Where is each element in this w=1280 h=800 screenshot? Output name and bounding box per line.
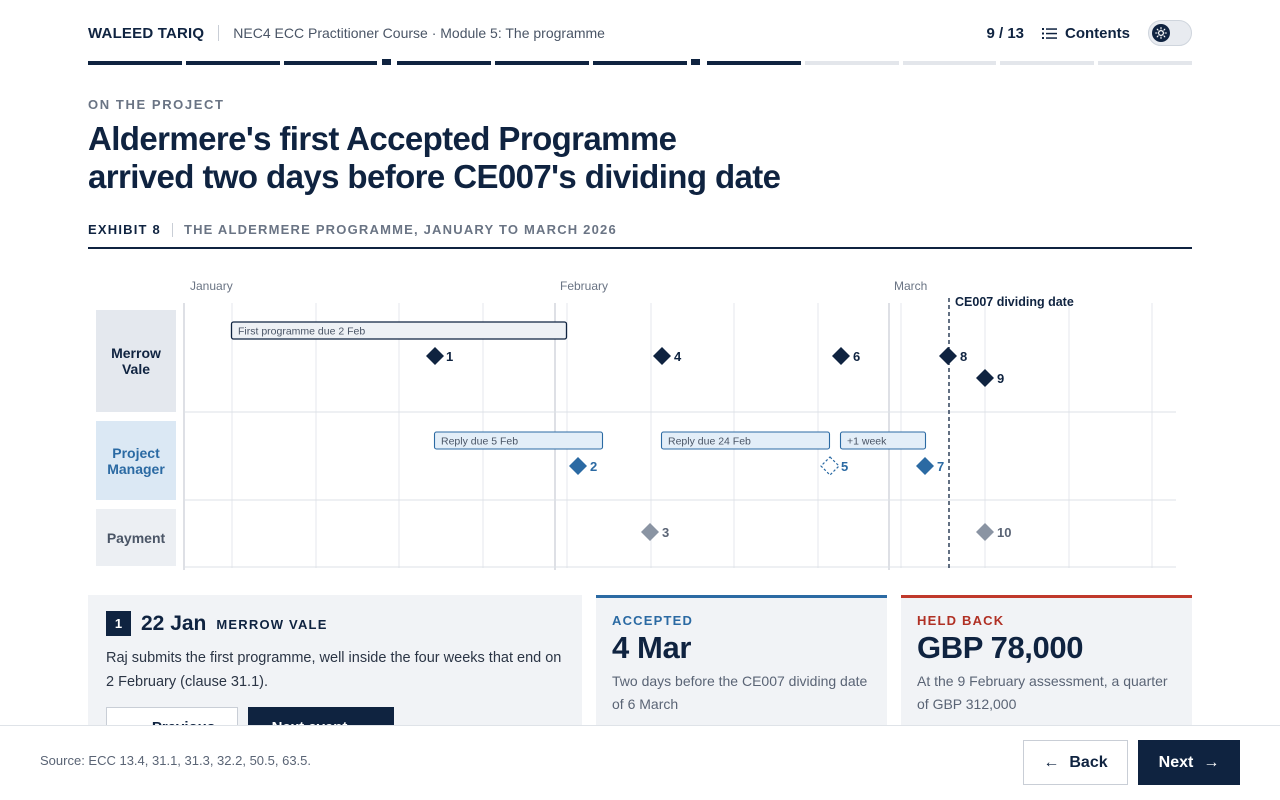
held-back-value: GBP 78,000 bbox=[917, 630, 1084, 665]
header-actions: 9 / 13 Contents bbox=[986, 20, 1192, 46]
svg-text:3: 3 bbox=[662, 525, 669, 540]
progress-checkpoint bbox=[691, 59, 700, 65]
progress-segment[interactable] bbox=[284, 61, 377, 65]
progress-segment[interactable] bbox=[903, 61, 996, 65]
event-number-badge: 1 bbox=[106, 611, 131, 636]
bar-label: Reply due 24 Feb bbox=[668, 436, 751, 448]
brand-name: WALEED TARIQ bbox=[88, 24, 205, 42]
contents-button[interactable]: Contents bbox=[1042, 25, 1130, 42]
event-header: 1 22 Jan MERROW VALE bbox=[106, 611, 564, 636]
progress-segment[interactable] bbox=[1098, 61, 1192, 65]
event-marker-3[interactable]: 3 bbox=[641, 523, 669, 541]
event-marker-5[interactable]: 5 bbox=[820, 456, 848, 476]
source-note: Source: ECC 13.4, 31.1, 31.3, 32.2, 50.5… bbox=[40, 753, 312, 768]
progress-segment[interactable] bbox=[495, 61, 589, 65]
svg-text:2: 2 bbox=[590, 459, 597, 474]
next-button[interactable]: Next → bbox=[1138, 740, 1240, 785]
course-breadcrumb: NEC4 ECC Practitioner Course · Module 5:… bbox=[233, 25, 605, 41]
svg-text:10: 10 bbox=[997, 525, 1011, 540]
page-counter: 9 / 13 bbox=[986, 24, 1024, 42]
progress-segment[interactable] bbox=[186, 61, 280, 65]
accepted-value: 4 Mar bbox=[612, 630, 691, 665]
progress-segment[interactable] bbox=[397, 61, 491, 65]
module-progress-bar bbox=[88, 59, 1192, 66]
month-label-march: March bbox=[894, 279, 927, 293]
back-button[interactable]: ← Back bbox=[1023, 740, 1128, 785]
month-label-january: January bbox=[190, 279, 233, 293]
bar-reply-due-24-feb[interactable]: Reply due 24 Feb bbox=[660, 431, 831, 450]
bar-plus-one-week[interactable]: +1 week bbox=[839, 431, 927, 450]
event-marker-6[interactable]: 6 bbox=[832, 347, 860, 365]
progress-segment[interactable] bbox=[593, 61, 687, 65]
event-marker-1[interactable]: 1 bbox=[426, 347, 453, 365]
progress-checkpoint bbox=[382, 59, 391, 65]
page-title-line1: Aldermere's first Accepted Programme bbox=[88, 120, 677, 157]
event-marker-7[interactable]: 7 bbox=[916, 457, 944, 475]
event-party: MERROW VALE bbox=[216, 617, 328, 632]
svg-text:4: 4 bbox=[674, 349, 682, 364]
exhibit-divider bbox=[171, 222, 173, 237]
accepted-text: Two days before the CE007 dividing date … bbox=[612, 673, 868, 712]
event-marker-10[interactable]: 10 bbox=[976, 523, 1011, 541]
event-date: 22 Jan bbox=[141, 611, 207, 635]
exhibit-header: EXHIBIT 8 THE ALDERMERE PROGRAMME, JANUA… bbox=[88, 222, 617, 237]
month-label-february: February bbox=[560, 279, 608, 293]
held-back-label: HELD BACK bbox=[917, 613, 1005, 628]
footer-bar: Source: ECC 13.4, 31.1, 31.3, 32.2, 50.5… bbox=[0, 725, 1280, 800]
held-back-text: At the 9 February assessment, a quarter … bbox=[917, 673, 1168, 712]
bar-label: Reply due 5 Feb bbox=[441, 436, 518, 448]
back-label: Back bbox=[1069, 753, 1108, 771]
next-label: Next bbox=[1158, 753, 1194, 771]
exhibit-caption: THE ALDERMERE PROGRAMME, JANUARY TO MARC… bbox=[183, 222, 617, 237]
svg-text:7: 7 bbox=[937, 459, 944, 474]
page-title-line2: arrived two days before CE007's dividing… bbox=[88, 158, 781, 195]
section-eyebrow: ON THE PROJECT bbox=[88, 97, 225, 112]
arrow-left-icon: ← bbox=[1043, 753, 1060, 771]
event-marker-9[interactable]: 9 bbox=[976, 369, 1004, 387]
lane-label-merrow-vale: Merrow Vale bbox=[96, 310, 176, 412]
accepted-stat-card: ACCEPTED 4 Mar Two days before the CE007… bbox=[596, 595, 887, 730]
top-header: WALEED TARIQ NEC4 ECC Practitioner Cours… bbox=[88, 18, 1192, 48]
progress-segment[interactable] bbox=[707, 61, 801, 65]
header-divider bbox=[218, 25, 220, 41]
lane-label-project-manager: Project Manager bbox=[96, 421, 176, 500]
accepted-label: ACCEPTED bbox=[612, 613, 694, 628]
bar-reply-due-5-feb[interactable]: Reply due 5 Feb bbox=[433, 431, 604, 450]
exhibit-number: EXHIBIT 8 bbox=[88, 222, 161, 237]
progress-segment[interactable] bbox=[88, 61, 182, 65]
bar-label: First programme due 2 Feb bbox=[238, 326, 365, 338]
event-marker-8[interactable]: 8 bbox=[939, 347, 967, 365]
svg-text:8: 8 bbox=[960, 349, 967, 364]
theme-toggle[interactable] bbox=[1148, 20, 1192, 46]
sun-icon bbox=[1152, 24, 1170, 42]
svg-text:9: 9 bbox=[997, 371, 1004, 386]
event-description: Raj submits the first programme, well in… bbox=[106, 650, 562, 690]
exhibit-rule bbox=[88, 247, 1192, 249]
event-marker-4[interactable]: 4 bbox=[653, 347, 682, 365]
bar-first-programme[interactable]: First programme due 2 Feb bbox=[230, 321, 568, 340]
lane-separators bbox=[184, 411, 1176, 568]
lane-label-payment: Payment bbox=[96, 509, 176, 566]
progress-segment[interactable] bbox=[805, 61, 899, 65]
held-back-stat-card: HELD BACK GBP 78,000 At the 9 February a… bbox=[901, 595, 1192, 730]
svg-text:5: 5 bbox=[841, 459, 848, 474]
event-marker-2[interactable]: 2 bbox=[569, 457, 597, 475]
list-icon bbox=[1042, 27, 1057, 39]
page-title: Aldermere's first Accepted Programme arr… bbox=[88, 120, 848, 196]
arrow-right-icon: → bbox=[1203, 753, 1220, 771]
dividing-date-label: CE007 dividing date bbox=[955, 295, 1074, 309]
event-detail-card: 1 22 Jan MERROW VALE Raj submits the fir… bbox=[88, 595, 582, 747]
svg-text:1: 1 bbox=[446, 349, 453, 364]
timeline-svg: January February March CE007 dividing da… bbox=[183, 279, 1176, 570]
contents-label: Contents bbox=[1065, 24, 1130, 42]
svg-text:6: 6 bbox=[853, 349, 860, 364]
bar-label: +1 week bbox=[847, 436, 887, 448]
progress-segment[interactable] bbox=[1000, 61, 1094, 65]
